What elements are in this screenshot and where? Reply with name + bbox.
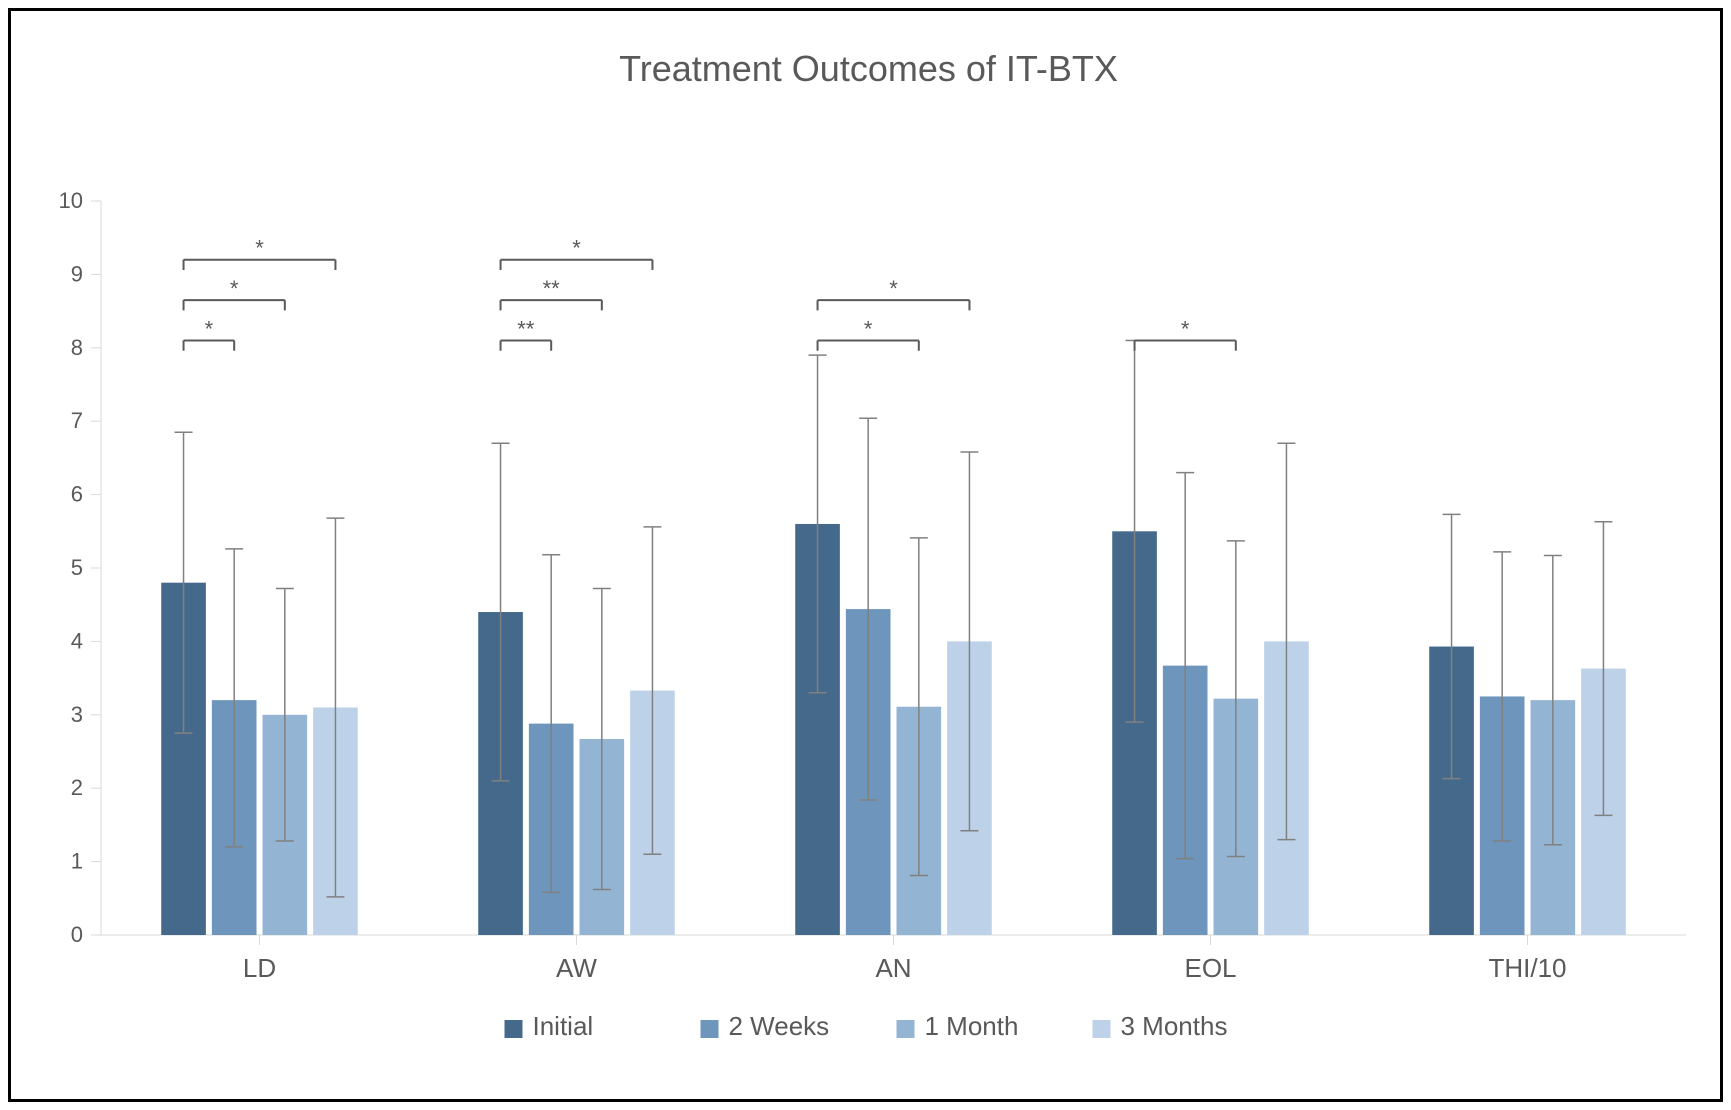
legend-label: 1 Month <box>925 1011 1019 1041</box>
sig-label: * <box>864 316 873 341</box>
y-tick-label: 6 <box>71 482 83 507</box>
y-tick-label: 5 <box>71 555 83 580</box>
chart-frame: Treatment Outcomes of IT-BTX 0 1 2 3 4 5 6 7 8 9 10… <box>8 8 1723 1102</box>
sig-label: * <box>205 316 214 341</box>
sig-label: * <box>572 236 581 261</box>
y-tick-label: 1 <box>71 849 83 874</box>
sig-label: ** <box>517 316 535 341</box>
category-label: EOL <box>1184 953 1236 983</box>
legend-label: Initial <box>533 1011 594 1041</box>
sig-label: * <box>230 276 239 301</box>
y-tick-label: 2 <box>71 775 83 800</box>
y-tick-label: 4 <box>71 628 83 653</box>
y-tick-label: 9 <box>71 261 83 286</box>
legend-label: 2 Weeks <box>729 1011 830 1041</box>
sig-label: ** <box>543 276 561 301</box>
legend-marker <box>701 1020 719 1038</box>
sig-label: * <box>889 276 898 301</box>
y-tick-label: 7 <box>71 408 83 433</box>
y-tick-label: 0 <box>71 922 83 947</box>
category-label: AW <box>556 953 597 983</box>
legend-marker <box>897 1020 915 1038</box>
category-label: AN <box>875 953 911 983</box>
y-tick-label: 3 <box>71 702 83 727</box>
legend-marker <box>505 1020 523 1038</box>
y-tick-label: 10 <box>59 188 83 213</box>
legend-label: 3 Months <box>1121 1011 1228 1041</box>
legend-marker <box>1093 1020 1111 1038</box>
sig-label: * <box>255 236 264 261</box>
category-label: LD <box>243 953 276 983</box>
category-label: THI/10 <box>1488 953 1566 983</box>
sig-label: * <box>1181 316 1190 341</box>
y-tick-label: 8 <box>71 335 83 360</box>
bar-chart: Treatment Outcomes of IT-BTX 0 1 2 3 4 5 6 7 8 9 10… <box>11 11 1726 1105</box>
chart-title: Treatment Outcomes of IT-BTX <box>619 48 1118 89</box>
